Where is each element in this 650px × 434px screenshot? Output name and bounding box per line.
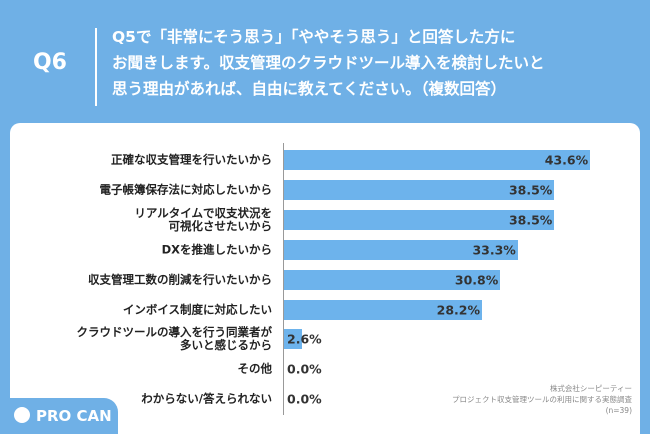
logo-text: PRO CAN: [36, 407, 112, 425]
category-label: 電子帳簿保存法に対応したいから: [99, 182, 273, 197]
category-label: わからない/答えられない: [141, 391, 272, 406]
axis-line: [283, 143, 284, 415]
source-line: プロジェクト収支管理ツールの利用に関する実態調査: [452, 395, 632, 404]
category-label: その他: [237, 361, 273, 376]
value-label: 0.0%: [287, 391, 322, 407]
bar: [284, 239, 518, 260]
source-line: 株式会社シーピーティー: [549, 384, 632, 393]
source-line: (n=39): [605, 406, 632, 415]
category-label: クラウドツールの導入を行う同業者が 多いと感じるから: [76, 325, 273, 353]
value-label: 30.8%: [454, 272, 499, 288]
divider: [95, 28, 97, 106]
question-text: Q5で「非常にそう思う」「ややそう思う」と回答した方に お聞きします。収支管理の…: [112, 28, 545, 98]
category-label: 収支管理工数の削減を行いたいから: [88, 272, 272, 287]
value-label: 38.5%: [508, 182, 553, 198]
source-note: 株式会社シーピーティー プロジェクト収支管理ツールの利用に関する実態調査 (n=…: [452, 383, 632, 416]
value-label: 33.3%: [472, 242, 516, 258]
category-label: インボイス制度に対応したい: [122, 302, 272, 316]
bar: [284, 299, 483, 320]
value-label: 38.5%: [508, 212, 553, 228]
bar: [284, 179, 555, 200]
value-label: 28.2%: [436, 302, 481, 317]
value-label: 2.6%: [287, 331, 322, 347]
category-label: 正確な収支管理を行いたいから: [111, 152, 272, 167]
question-label: Q6: [32, 50, 67, 75]
value-label: 43.6%: [544, 152, 589, 168]
category-label: DXを推進したいから: [161, 242, 272, 257]
bar: [284, 269, 501, 290]
category-label: リアルタイムで収支状況を 可視化させたいから: [134, 205, 272, 233]
logo: PRO CAN: [0, 398, 118, 434]
bar: [284, 209, 555, 230]
bar: [284, 150, 591, 170]
bar: [284, 329, 303, 350]
value-label: 0.0%: [287, 361, 322, 377]
